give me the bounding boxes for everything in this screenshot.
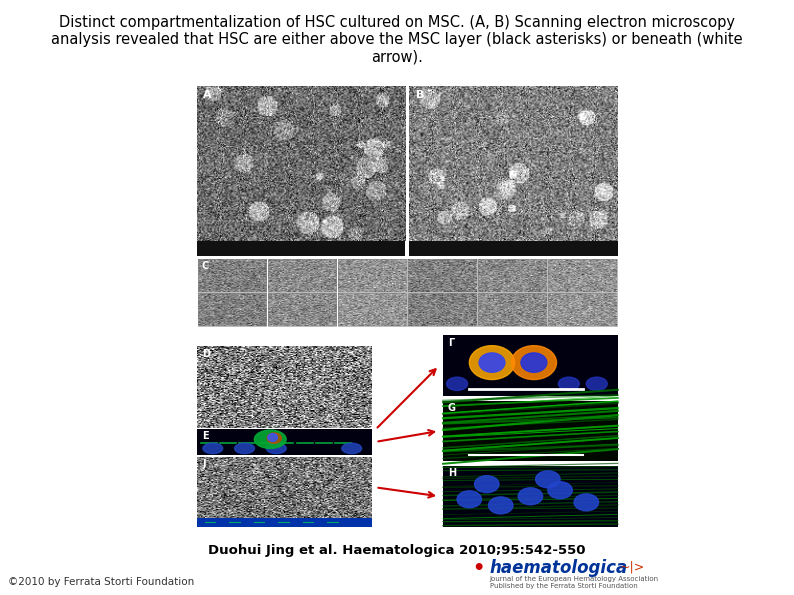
Ellipse shape xyxy=(234,443,254,453)
Bar xyxy=(443,400,618,461)
Ellipse shape xyxy=(203,443,222,453)
Bar xyxy=(478,259,547,292)
Bar xyxy=(408,293,476,327)
Ellipse shape xyxy=(268,434,277,441)
Bar xyxy=(478,293,547,327)
Text: Γ: Γ xyxy=(448,338,454,347)
Bar xyxy=(549,293,617,327)
Ellipse shape xyxy=(267,433,281,443)
Text: E: E xyxy=(202,431,209,440)
Ellipse shape xyxy=(548,482,572,499)
Text: haematologica: haematologica xyxy=(490,559,628,577)
Bar xyxy=(408,259,476,292)
Circle shape xyxy=(511,346,557,380)
Ellipse shape xyxy=(536,471,560,488)
Bar xyxy=(198,259,266,292)
Text: Journal of the European Hematology Association
Published by the Ferrata Storti F: Journal of the European Hematology Assoc… xyxy=(490,576,659,589)
Bar xyxy=(338,259,407,292)
Text: B: B xyxy=(416,90,424,100)
Ellipse shape xyxy=(254,430,286,449)
Ellipse shape xyxy=(558,377,580,390)
Bar xyxy=(268,259,337,292)
Bar xyxy=(268,293,337,327)
Text: Distinct compartmentalization of HSC cultured on MSC. (A, B) Scanning electron m: Distinct compartmentalization of HSC cul… xyxy=(51,15,743,65)
Bar xyxy=(197,518,372,527)
Text: H: H xyxy=(448,468,456,478)
Ellipse shape xyxy=(488,497,513,514)
Circle shape xyxy=(469,346,515,380)
Text: J: J xyxy=(202,459,206,469)
Bar xyxy=(443,466,618,527)
Ellipse shape xyxy=(475,475,499,493)
Circle shape xyxy=(479,353,505,372)
Ellipse shape xyxy=(586,377,607,390)
Text: ©2010 by Ferrata Storti Foundation: ©2010 by Ferrata Storti Foundation xyxy=(8,577,195,587)
Bar xyxy=(197,241,405,256)
Ellipse shape xyxy=(574,494,599,511)
Ellipse shape xyxy=(457,491,481,508)
Text: C: C xyxy=(202,261,209,271)
Text: •: • xyxy=(472,559,485,578)
Ellipse shape xyxy=(266,443,286,453)
Text: D: D xyxy=(202,349,210,359)
Bar xyxy=(549,259,617,292)
Ellipse shape xyxy=(341,443,361,453)
Ellipse shape xyxy=(518,488,542,505)
Text: A: A xyxy=(203,90,212,100)
Bar xyxy=(443,336,618,396)
Bar xyxy=(197,429,372,455)
Ellipse shape xyxy=(446,377,468,390)
Text: Duohui Jing et al. Haematologica 2010;95:542-550: Duohui Jing et al. Haematologica 2010;95… xyxy=(208,544,586,558)
Bar xyxy=(338,293,407,327)
Text: ~|>: ~|> xyxy=(619,560,645,574)
Bar xyxy=(410,241,618,256)
Bar xyxy=(198,293,266,327)
Text: G: G xyxy=(448,403,456,413)
Circle shape xyxy=(521,353,547,372)
